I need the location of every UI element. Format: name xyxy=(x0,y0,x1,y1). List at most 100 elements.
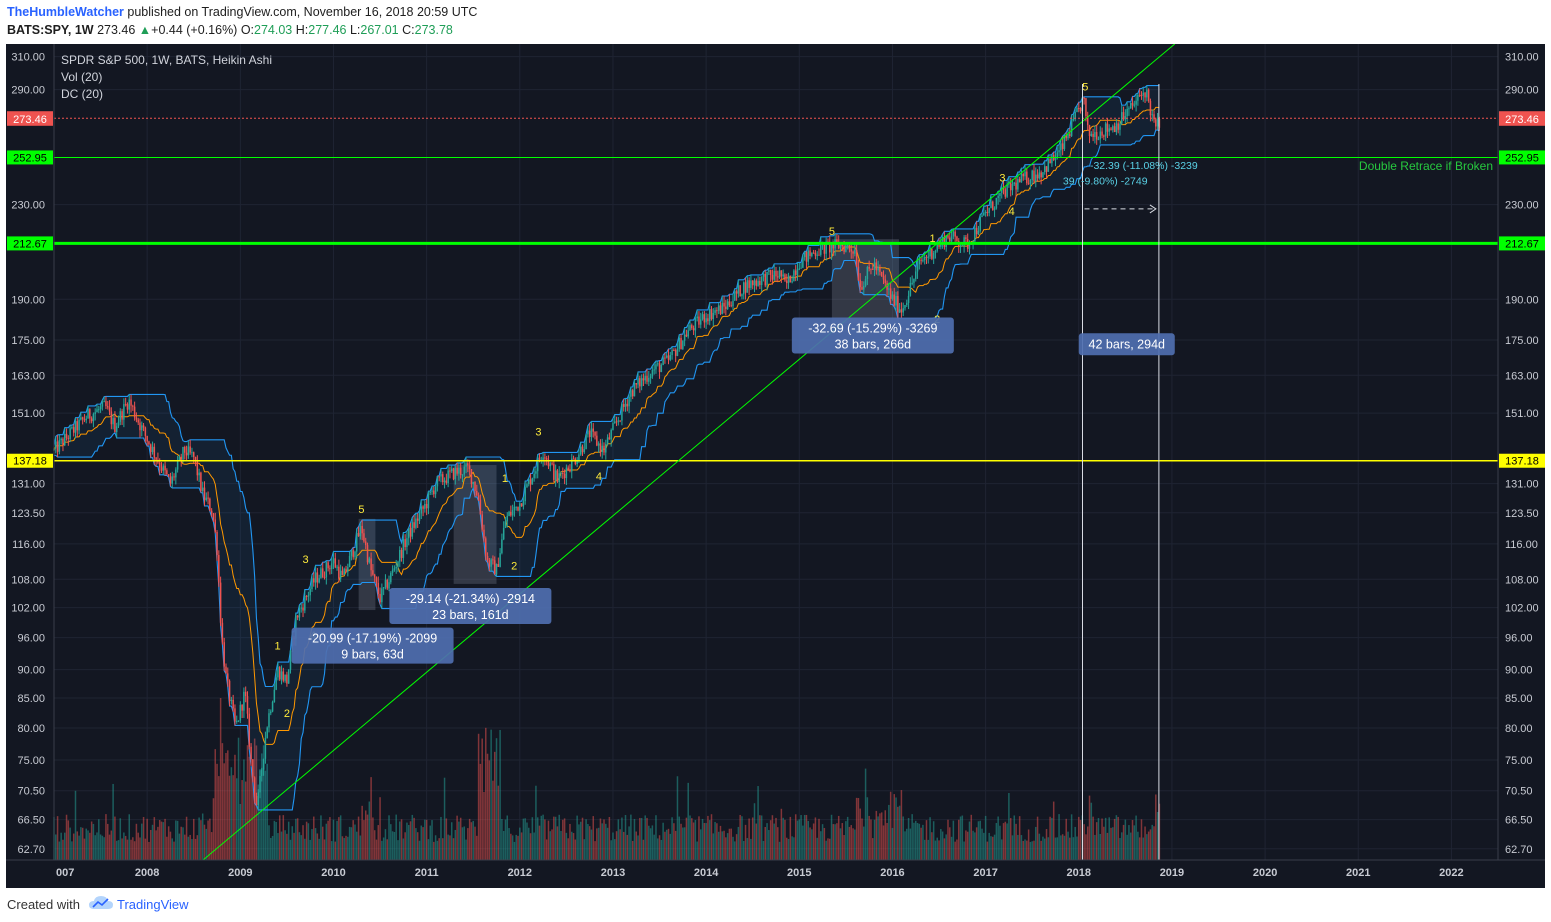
candle-body xyxy=(94,412,96,415)
volume-bar xyxy=(81,827,84,860)
candle-body xyxy=(753,280,756,286)
volume-bar xyxy=(757,786,759,860)
candle-body xyxy=(1110,128,1112,130)
volume-bar xyxy=(382,837,385,860)
volume-bar xyxy=(959,816,962,860)
candle-body xyxy=(592,428,595,432)
y-tick-right: 96.00 xyxy=(1505,633,1533,645)
y-tick-right: 163.00 xyxy=(1505,370,1539,382)
candle-body xyxy=(1117,123,1119,130)
candle-body xyxy=(1058,150,1060,153)
volume-bar xyxy=(300,835,302,860)
volume-bar xyxy=(244,781,247,860)
volume-bar xyxy=(707,815,709,860)
volume-bar xyxy=(700,829,702,860)
volume-bar xyxy=(443,777,446,860)
candle-body xyxy=(452,468,455,480)
candle-body xyxy=(298,608,301,618)
volume-bar xyxy=(637,835,639,860)
volume-bar xyxy=(705,823,707,860)
volume-bar xyxy=(508,828,510,860)
candle-body xyxy=(739,285,741,297)
candle-body xyxy=(528,479,530,485)
candle-body xyxy=(1094,132,1096,138)
candle-body xyxy=(626,403,629,407)
candle-body xyxy=(1121,112,1123,124)
volume-bar xyxy=(313,816,315,860)
x-tick: 2016 xyxy=(880,867,904,879)
annotation-line1: -32.69 (-15.29%) -3269 xyxy=(808,321,937,335)
author-link[interactable]: TheHumbleWatcher xyxy=(7,5,124,19)
volume-bar xyxy=(825,840,827,860)
x-tick: 2010 xyxy=(321,867,345,879)
candle-body xyxy=(805,251,808,262)
volume-bar xyxy=(440,816,442,860)
candle-body xyxy=(721,302,724,314)
candle-body xyxy=(470,469,473,485)
candle-body xyxy=(1070,119,1073,136)
candle-body xyxy=(313,578,315,583)
volume-bar xyxy=(89,832,91,860)
candle-body xyxy=(321,568,324,577)
level-note: Double Retrace if Broken xyxy=(1359,159,1493,173)
tradingview-link[interactable]: TradingView xyxy=(117,897,189,912)
volume-bar xyxy=(101,835,104,860)
candle-body xyxy=(490,559,492,567)
candle-body xyxy=(162,465,165,471)
price-change: +0.44 (+0.16%) xyxy=(151,23,238,37)
ohlc-high-value: 277.46 xyxy=(308,23,347,37)
candle-body xyxy=(92,414,95,422)
volume-bar xyxy=(558,814,560,860)
volume-bar xyxy=(406,822,408,860)
candle-body xyxy=(316,572,319,583)
volume-bar xyxy=(1024,839,1026,860)
trendline[interactable] xyxy=(202,44,1176,861)
volume-bar xyxy=(153,817,156,860)
candle-body xyxy=(363,533,365,542)
candle-body xyxy=(640,378,643,387)
candle-body xyxy=(270,711,272,714)
volume-bar xyxy=(187,836,190,860)
ohlc-low-label: L: xyxy=(349,23,361,37)
volume-bar xyxy=(870,819,872,860)
candle-body xyxy=(126,404,129,410)
volume-bar xyxy=(694,820,697,860)
annotation-box xyxy=(791,317,954,354)
y-tick-right: 116.00 xyxy=(1505,539,1538,551)
volume-bar xyxy=(857,798,860,860)
volume-bar xyxy=(877,816,879,860)
volume-bar xyxy=(261,753,263,860)
candle-body xyxy=(757,280,759,286)
volume-bar xyxy=(952,820,955,860)
candle-body xyxy=(420,506,423,514)
candle-body xyxy=(83,419,86,421)
candle-body xyxy=(590,428,593,437)
candle-body xyxy=(809,250,811,257)
volume-bar xyxy=(889,791,892,860)
volume-bar xyxy=(323,839,326,860)
candle-body xyxy=(393,568,396,570)
volume-bar xyxy=(427,839,430,860)
volume-bar xyxy=(341,836,344,860)
x-tick: 2009 xyxy=(228,867,252,879)
candle-body xyxy=(1088,125,1091,137)
candle-body xyxy=(583,449,586,453)
candle-body xyxy=(845,245,847,252)
candle-body xyxy=(418,513,421,521)
candle-body xyxy=(1017,179,1019,190)
volume-bar xyxy=(698,816,700,860)
volume-bar xyxy=(909,828,912,860)
price-chart[interactable]: Double Retrace if Broken 534121234512345… xyxy=(0,44,1551,888)
volume-bar xyxy=(728,828,731,860)
candle-body xyxy=(463,466,466,475)
volume-bar xyxy=(273,820,276,860)
symbol-name[interactable]: BATS:SPY, 1W xyxy=(7,23,94,37)
volume-bar xyxy=(1056,837,1059,860)
candle-body xyxy=(1065,135,1067,139)
candle-body xyxy=(893,294,895,306)
candle-body xyxy=(816,254,818,256)
candle-body xyxy=(615,421,618,423)
candle-body xyxy=(198,472,200,476)
volume-bar xyxy=(1069,837,1071,860)
candle-body xyxy=(909,282,912,296)
